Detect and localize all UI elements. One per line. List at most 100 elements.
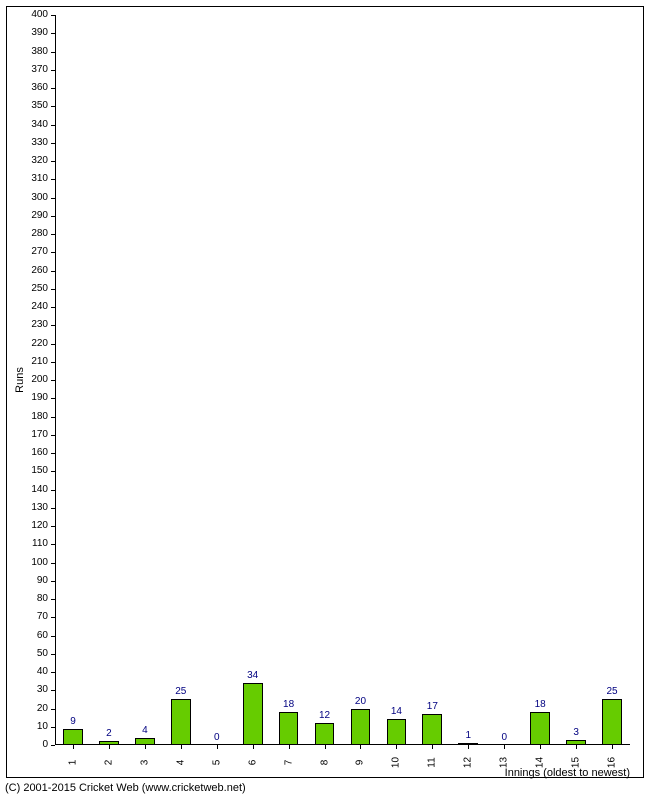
y-tick-mark [51,70,55,71]
y-tick-mark [51,88,55,89]
y-tick-label: 350 [31,101,48,111]
y-tick-mark [51,161,55,162]
y-tick-mark [51,380,55,381]
y-tick-label: 180 [31,412,48,422]
y-tick-mark [51,362,55,363]
y-tick-mark [51,453,55,454]
bar [135,738,155,745]
y-tick-label: 250 [31,284,48,294]
y-tick-label: 290 [31,211,48,221]
y-tick-mark [51,544,55,545]
bar-value-label: 12 [319,710,330,721]
plot-area [55,15,630,745]
bar [171,699,191,745]
y-tick-label: 170 [31,430,48,440]
y-tick-mark [51,234,55,235]
y-tick-mark [51,727,55,728]
y-tick-label: 50 [37,649,48,659]
y-tick-mark [51,289,55,290]
y-tick-label: 160 [31,448,48,458]
y-tick-label: 280 [31,229,48,239]
y-tick-label: 330 [31,138,48,148]
x-axis-title: Innings (oldest to newest) [505,767,630,779]
x-tick-mark [468,745,469,749]
x-tick-mark [504,745,505,749]
y-tick-label: 100 [31,558,48,568]
y-tick-label: 390 [31,28,48,38]
x-tick-label: 14 [535,757,546,768]
y-axis-title: Runs [14,367,26,393]
y-tick-label: 40 [37,667,48,677]
x-tick-mark [217,745,218,749]
y-tick-label: 400 [31,10,48,20]
y-tick-label: 30 [37,685,48,695]
x-tick-mark [289,745,290,749]
bar [279,712,299,745]
x-tick-mark [181,745,182,749]
x-tick-mark [432,745,433,749]
x-tick-label: 11 [427,757,438,767]
bar-value-label: 1 [466,730,472,741]
x-tick-label: 3 [139,760,150,766]
chart-container: Runs Innings (oldest to newest) (C) 2001… [0,0,650,800]
bar [351,709,371,746]
y-tick-label: 110 [32,539,48,549]
x-tick-label: 5 [211,760,222,766]
y-tick-mark [51,179,55,180]
y-tick-mark [51,636,55,637]
y-tick-label: 10 [37,722,48,732]
y-tick-label: 310 [31,174,48,184]
y-tick-mark [51,672,55,673]
bar [243,683,263,745]
y-tick-mark [51,143,55,144]
y-tick-mark [51,398,55,399]
y-tick-mark [51,690,55,691]
y-tick-mark [51,617,55,618]
y-tick-label: 260 [31,266,48,276]
x-tick-label: 4 [175,760,186,766]
y-tick-label: 70 [37,612,48,622]
x-tick-mark [145,745,146,749]
y-tick-mark [51,508,55,509]
y-tick-label: 380 [31,47,48,57]
y-tick-mark [51,344,55,345]
x-tick-label: 13 [499,757,510,768]
bar [387,719,407,745]
x-tick-mark [576,745,577,749]
copyright-footer: (C) 2001-2015 Cricket Web (www.cricketwe… [5,782,246,794]
bar-value-label: 0 [501,732,507,743]
x-tick-label: 8 [319,760,330,766]
y-tick-label: 360 [31,83,48,93]
y-tick-mark [51,216,55,217]
y-tick-label: 0 [42,740,48,750]
y-tick-label: 210 [31,357,48,367]
bar-value-label: 18 [283,699,294,710]
y-tick-mark [51,563,55,564]
x-tick-mark [253,745,254,749]
bar [315,723,335,745]
y-tick-mark [51,599,55,600]
bar-value-label: 34 [247,670,258,681]
y-tick-label: 340 [31,120,48,130]
x-tick-label: 7 [283,760,294,766]
y-tick-mark [51,307,55,308]
bar [63,729,83,745]
y-tick-label: 320 [31,156,48,166]
y-tick-label: 90 [37,576,48,586]
y-tick-label: 190 [31,393,48,403]
y-tick-label: 220 [31,339,48,349]
x-tick-label: 15 [571,757,582,768]
y-tick-mark [51,198,55,199]
x-tick-label: 10 [391,757,402,768]
y-tick-mark [51,490,55,491]
y-tick-mark [51,33,55,34]
y-tick-label: 230 [31,320,48,330]
bar [422,714,442,745]
y-tick-mark [51,471,55,472]
bar-value-label: 14 [391,706,402,717]
y-tick-label: 150 [31,466,48,476]
y-tick-label: 270 [31,247,48,257]
x-tick-label: 1 [67,760,78,766]
x-tick-label: 2 [103,760,114,766]
y-tick-mark [51,654,55,655]
